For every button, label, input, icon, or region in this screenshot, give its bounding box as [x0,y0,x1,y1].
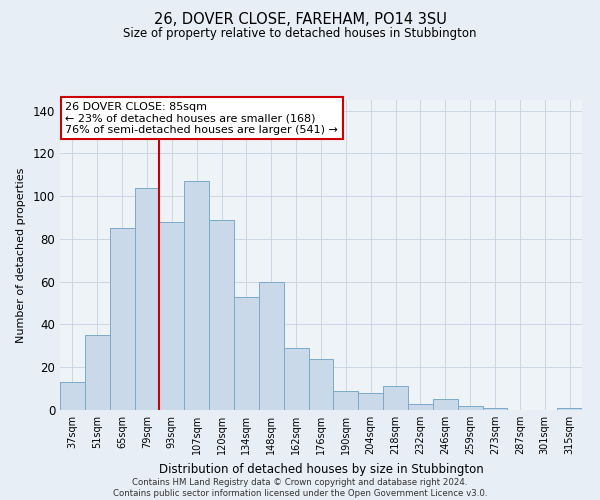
Bar [234,296,259,410]
Y-axis label: Number of detached properties: Number of detached properties [16,168,26,342]
Bar [259,282,284,410]
Bar [308,358,334,410]
Bar [160,222,184,410]
Text: 26 DOVER CLOSE: 85sqm
← 23% of detached houses are smaller (168)
76% of semi-det: 26 DOVER CLOSE: 85sqm ← 23% of detached … [65,102,338,134]
Bar [60,382,85,410]
Bar [482,408,508,410]
Bar [383,386,408,410]
Bar [110,228,134,410]
Bar [134,188,160,410]
Bar [334,391,358,410]
Text: Contains HM Land Registry data © Crown copyright and database right 2024.
Contai: Contains HM Land Registry data © Crown c… [113,478,487,498]
Bar [209,220,234,410]
Text: Size of property relative to detached houses in Stubbington: Size of property relative to detached ho… [123,28,477,40]
Bar [557,408,582,410]
Bar [433,400,458,410]
Bar [458,406,482,410]
Bar [284,348,308,410]
Bar [408,404,433,410]
Bar [184,181,209,410]
Text: 26, DOVER CLOSE, FAREHAM, PO14 3SU: 26, DOVER CLOSE, FAREHAM, PO14 3SU [154,12,446,28]
Bar [85,335,110,410]
X-axis label: Distribution of detached houses by size in Stubbington: Distribution of detached houses by size … [158,462,484,475]
Bar [358,393,383,410]
